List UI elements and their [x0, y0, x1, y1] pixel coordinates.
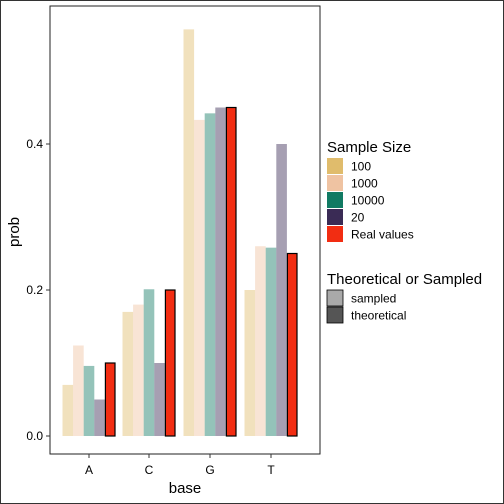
x-axis-title: base [169, 480, 202, 497]
legend-label: Real values [351, 228, 414, 242]
legend-title: Sample Size [327, 139, 411, 156]
bar-A-20 [94, 399, 105, 436]
bar-T-1000 [255, 246, 266, 436]
bars [62, 29, 298, 437]
legend-label: 20 [351, 211, 365, 225]
legend-key [327, 175, 343, 191]
bar-T-10000 [265, 247, 277, 436]
legend-label: sampled [351, 292, 396, 306]
legend-label: theoretical [351, 309, 406, 323]
bar-C-100 [122, 311, 134, 436]
bar-T-100 [244, 290, 256, 436]
bar-A-10000 [83, 365, 95, 436]
legends: Sample Size 100 1000 10000 20 Real values Theo… [326, 139, 482, 324]
bar-C-real-values [164, 289, 176, 437]
bar-T-20 [276, 144, 287, 436]
bar-G-1000 [194, 119, 205, 436]
bar-G-20 [215, 107, 226, 436]
plot-panel [49, 5, 321, 455]
bar-G-real-values [225, 106, 237, 437]
legend-label: 100 [351, 160, 371, 174]
legend-title: Theoretical or Sampled [327, 271, 482, 288]
y-axis: 0.0 0.2 0.4 [26, 137, 50, 443]
x-tick-label: C [145, 463, 154, 477]
bar-C-1000 [133, 304, 144, 436]
legend-key [327, 209, 343, 225]
legend-key [327, 226, 343, 242]
bar-T-real-values [286, 252, 298, 437]
y-tick-label: 0.0 [26, 429, 43, 443]
bar-A-100 [62, 384, 74, 436]
legend-label: 10000 [351, 194, 385, 208]
legend-key [326, 306, 344, 324]
y-axis-title: prob [6, 217, 23, 247]
bar-G-10000 [204, 113, 216, 436]
x-tick-label: T [267, 463, 275, 477]
legend-key [327, 192, 343, 208]
legend-key [327, 158, 343, 174]
bar-C-20 [154, 363, 165, 436]
legend-label: 1000 [351, 177, 378, 191]
bar-G-100 [183, 29, 195, 436]
y-tick-label: 0.4 [26, 137, 43, 151]
legend-key [326, 289, 344, 307]
bar-C-10000 [143, 289, 155, 436]
bar-A-real-values [104, 362, 116, 437]
x-tick-label: G [205, 463, 214, 477]
y-tick-label: 0.2 [26, 283, 43, 297]
x-tick-label: A [85, 463, 93, 477]
bar-A-1000 [73, 345, 84, 436]
